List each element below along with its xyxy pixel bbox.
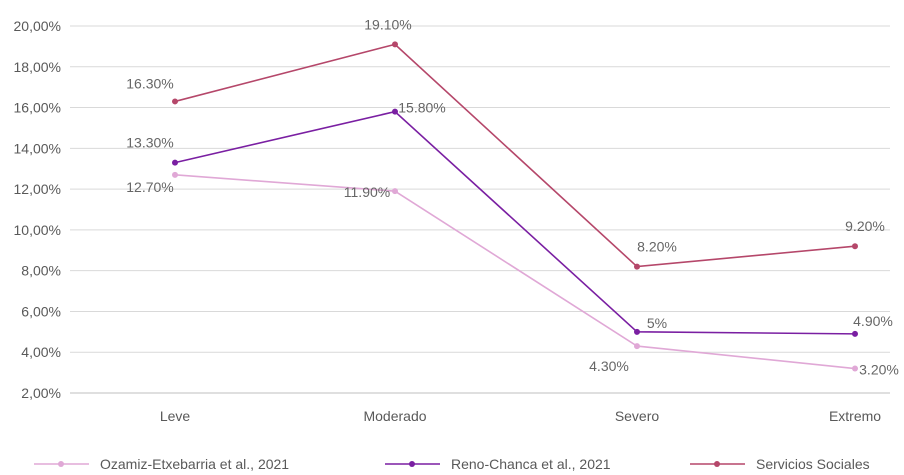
x-tick-label: Extremo xyxy=(829,408,881,424)
legend-marker xyxy=(409,461,415,467)
series-line xyxy=(174,174,856,370)
data-point xyxy=(392,41,398,48)
data-label: 13.30% xyxy=(126,135,173,151)
data-label: 4.90% xyxy=(853,313,893,329)
data-label: 19.10% xyxy=(364,16,411,32)
data-point xyxy=(172,159,178,166)
series-line xyxy=(174,110,856,335)
data-label: 16.30% xyxy=(126,75,173,91)
y-tick-label: 8,00% xyxy=(21,263,61,279)
legend-marker xyxy=(714,461,720,467)
data-label: 4.30% xyxy=(589,358,629,374)
data-point xyxy=(634,328,640,335)
legend-marker xyxy=(58,461,64,467)
x-tick-label: Moderado xyxy=(363,408,426,424)
legend-label: Reno-Chanca et al., 2021 xyxy=(451,456,611,472)
data-point xyxy=(852,243,858,250)
y-tick-label: 20,00% xyxy=(14,18,61,34)
data-point xyxy=(172,171,178,178)
data-labels: 12.70% 11.90% 4.30% 3.20% 13.30% 15.80% 5% 4.90… xyxy=(126,16,899,377)
data-label: 5% xyxy=(647,315,667,331)
data-label: 3.20% xyxy=(859,362,899,378)
data-point xyxy=(634,343,640,350)
gridlines xyxy=(70,25,890,394)
data-label: 11.90% xyxy=(344,184,390,200)
legend-label: Ozamiz-Etxebarria et al., 2021 xyxy=(100,456,289,472)
data-point xyxy=(392,108,398,115)
data-label: 8.20% xyxy=(637,239,677,255)
data-label: 15.80% xyxy=(398,100,445,116)
data-point xyxy=(172,98,178,105)
y-tick-label: 18,00% xyxy=(14,59,61,75)
y-tick-label: 2,00% xyxy=(21,385,61,401)
y-tick-label: 6,00% xyxy=(21,303,61,319)
series-lines xyxy=(172,41,858,372)
x-tick-label: Severo xyxy=(615,408,660,424)
y-tick-label: 14,00% xyxy=(14,140,61,156)
y-tick-label: 10,00% xyxy=(14,222,61,238)
data-label: 9.20% xyxy=(845,218,885,234)
data-point xyxy=(392,188,398,195)
y-axis-tick-labels: 2,00% 4,00% 6,00% 8,00% 10,00% 12,00% 14,00% 16… xyxy=(14,18,61,401)
x-tick-label: Leve xyxy=(160,408,191,424)
legend-label: Servicios Sociales xyxy=(756,456,870,472)
y-tick-label: 16,00% xyxy=(14,100,61,116)
y-tick-label: 12,00% xyxy=(14,181,61,197)
data-point xyxy=(852,330,858,337)
x-axis-tick-labels: Leve Moderado Severo Extremo xyxy=(160,408,881,424)
data-point xyxy=(634,263,640,270)
legend: Ozamiz-Etxebarria et al., 2021 Reno-Chanc… xyxy=(34,456,870,472)
y-tick-label: 4,00% xyxy=(21,344,61,360)
data-label: 12.70% xyxy=(126,179,173,195)
series-line xyxy=(174,43,856,268)
data-point xyxy=(852,365,858,372)
